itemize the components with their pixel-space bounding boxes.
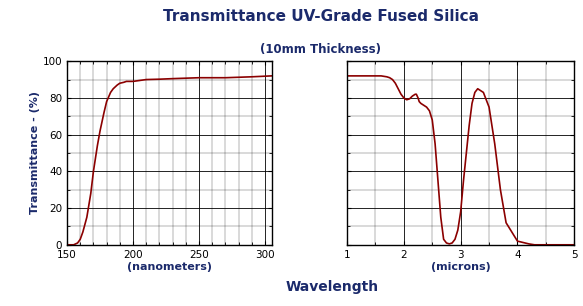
Text: Transmittance UV-Grade Fused Silica: Transmittance UV-Grade Fused Silica	[163, 9, 479, 24]
Text: (10mm Thickness): (10mm Thickness)	[260, 43, 381, 56]
X-axis label: (nanometers): (nanometers)	[127, 263, 212, 272]
Y-axis label: Transmittance - (%): Transmittance - (%)	[30, 91, 40, 215]
X-axis label: (microns): (microns)	[431, 263, 490, 272]
Text: Wavelength: Wavelength	[286, 280, 378, 294]
